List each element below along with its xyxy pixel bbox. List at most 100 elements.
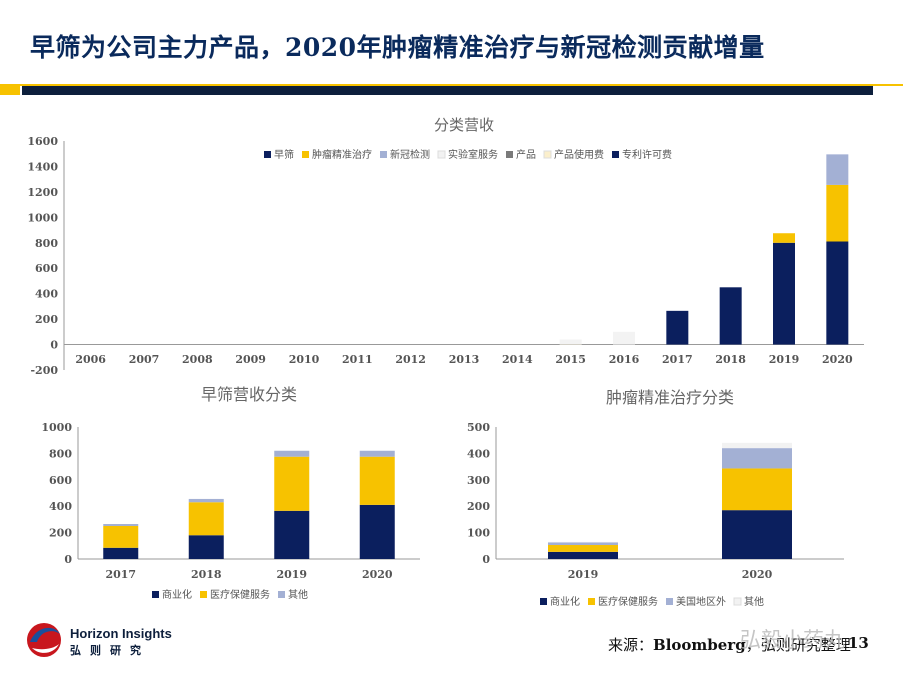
bar-segment-minor bbox=[613, 331, 635, 345]
x-tick-label: 2019 bbox=[568, 568, 599, 581]
legend-swatch bbox=[278, 591, 285, 598]
bar-segment bbox=[719, 287, 742, 345]
x-tick-label: 2013 bbox=[449, 353, 480, 366]
y-tick-label: 200 bbox=[35, 313, 58, 326]
bar-segment bbox=[188, 535, 224, 559]
x-tick-label: 2017 bbox=[662, 353, 693, 366]
x-tick-label: 2020 bbox=[742, 568, 773, 581]
y-tick-label: 200 bbox=[467, 500, 490, 513]
x-tick-label: 2010 bbox=[289, 353, 320, 366]
page-number: 13 bbox=[848, 634, 869, 652]
source-suffix: ，弘则研究整理 bbox=[745, 636, 851, 654]
legend-label: 实验室服务 bbox=[448, 148, 498, 161]
y-tick-label: -200 bbox=[30, 364, 58, 377]
source-bloomberg: Bloomberg bbox=[653, 636, 746, 654]
legend-label: 其他 bbox=[288, 588, 308, 601]
y-tick-label: 800 bbox=[49, 447, 72, 460]
screening-revenue-chart: 早筛营收分类 0 200 400 600 800 1000 2017 2018 2019 2020 商… bbox=[41, 385, 420, 601]
y-tick-label: 400 bbox=[467, 447, 490, 460]
x-tick-label: 2012 bbox=[395, 353, 426, 366]
bar-segment bbox=[826, 184, 849, 242]
chart-title: 分类营收 bbox=[434, 116, 494, 134]
x-tick-label: 2020 bbox=[362, 568, 393, 581]
x-tick-label: 2007 bbox=[129, 353, 160, 366]
x-tick-label: 2020 bbox=[822, 353, 853, 366]
horizon-insights-logo-icon bbox=[27, 623, 61, 657]
revenue-by-category-chart: 分类营收 -200 0 200 400 600 800 1000 1200 1400 1600 200… bbox=[27, 116, 864, 377]
y-tick-label: 200 bbox=[49, 527, 72, 540]
source-note: 来源：Bloomberg，弘则研究整理 bbox=[608, 634, 851, 655]
bar-segment bbox=[773, 242, 795, 345]
y-tick-label: 800 bbox=[35, 237, 58, 250]
legend-swatch bbox=[302, 151, 309, 158]
legend-label: 其他 bbox=[744, 595, 764, 608]
bar-segment bbox=[548, 541, 618, 543]
legend-label: 商业化 bbox=[550, 595, 580, 608]
y-tick-label: 600 bbox=[49, 474, 72, 487]
y-tick-label: 1400 bbox=[27, 160, 58, 173]
x-tick-label: 2006 bbox=[75, 353, 106, 366]
bar-segment bbox=[548, 551, 618, 559]
legend-label: 医疗保健服务 bbox=[598, 595, 658, 608]
page-title: 早筛为公司主力产品，2020年肿瘤精准治疗与新冠检测贡献增量 bbox=[30, 33, 765, 62]
bar-segment bbox=[359, 450, 395, 457]
y-tick-label: 600 bbox=[35, 262, 58, 275]
x-tick-label: 2019 bbox=[769, 353, 800, 366]
bar-segment bbox=[103, 547, 139, 559]
legend-swatch bbox=[733, 597, 742, 606]
x-tick-label: 2019 bbox=[276, 568, 307, 581]
legend-swatch bbox=[506, 151, 513, 158]
legend-swatch bbox=[543, 150, 552, 159]
y-tick-label: 1200 bbox=[27, 186, 58, 199]
x-tick-label: 2011 bbox=[342, 353, 373, 366]
y-tick-label: 1600 bbox=[27, 135, 58, 148]
bar-segment bbox=[274, 510, 310, 559]
y-tick-label: 0 bbox=[50, 339, 58, 352]
chart-title: 肿瘤精准治疗分类 bbox=[606, 388, 734, 407]
y-tick-label: 1000 bbox=[27, 211, 58, 224]
y-tick-label: 100 bbox=[467, 527, 490, 540]
y-tick-label: 500 bbox=[467, 421, 490, 434]
bar-segment bbox=[722, 510, 792, 559]
legend-label: 美国地区外 bbox=[676, 595, 726, 608]
bar-segment bbox=[548, 542, 618, 546]
x-tick-label: 2014 bbox=[502, 353, 533, 366]
legend-swatch bbox=[540, 598, 547, 605]
legend-label: 产品使用费 bbox=[554, 148, 604, 161]
x-tick-label: 2016 bbox=[609, 353, 640, 366]
x-tick-label: 2018 bbox=[191, 568, 222, 581]
x-tick-label: 2018 bbox=[715, 353, 746, 366]
bar-segment bbox=[103, 526, 139, 548]
bar-segment bbox=[359, 456, 395, 505]
legend-label: 医疗保健服务 bbox=[210, 588, 270, 601]
legend-swatch bbox=[588, 598, 595, 605]
bar-segment bbox=[773, 233, 795, 243]
x-tick-label: 2008 bbox=[182, 353, 213, 366]
bar-segment bbox=[722, 442, 792, 449]
header-accent-bar bbox=[22, 86, 873, 95]
bar-segment bbox=[666, 310, 689, 345]
legend-label: 商业化 bbox=[162, 588, 192, 601]
watermark: 弘毅小药丸 bbox=[740, 628, 845, 652]
legend-swatch bbox=[666, 598, 673, 605]
legend-label: 产品 bbox=[516, 148, 536, 161]
legend-label: 早筛 bbox=[274, 148, 294, 161]
bar-segment bbox=[188, 498, 224, 503]
legend-swatch bbox=[380, 151, 387, 158]
bar-segment bbox=[274, 456, 310, 511]
legend-swatch bbox=[152, 591, 159, 598]
y-tick-label: 400 bbox=[35, 288, 58, 301]
bar-segment bbox=[188, 502, 224, 536]
logo-chinese-name: 弘则研究 bbox=[70, 644, 150, 657]
y-tick-label: 300 bbox=[467, 474, 490, 487]
legend-label: 专利许可费 bbox=[622, 148, 672, 161]
bar-segment bbox=[826, 154, 849, 185]
header-accent-left bbox=[0, 86, 20, 95]
y-tick-label: 0 bbox=[64, 553, 72, 566]
y-tick-label: 400 bbox=[49, 500, 72, 513]
legend-label: 肿瘤精准治疗 bbox=[312, 148, 372, 161]
y-tick-label: 0 bbox=[482, 553, 490, 566]
legend-swatch bbox=[612, 151, 619, 158]
source-prefix: 来源： bbox=[608, 636, 654, 654]
bar-segment bbox=[103, 524, 139, 526]
